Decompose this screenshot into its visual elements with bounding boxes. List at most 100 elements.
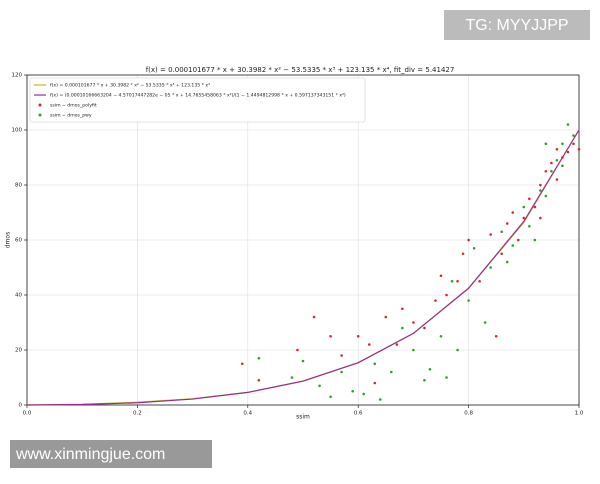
data-point: [494, 334, 498, 338]
data-point: [544, 142, 548, 146]
data-point: [555, 158, 559, 162]
data-point: [467, 238, 470, 242]
data-point: [456, 348, 459, 352]
data-point: [566, 123, 570, 126]
data-point: [329, 334, 332, 338]
watermark: www.xinmingjue.com: [15, 446, 165, 463]
data-point: [439, 334, 443, 338]
data-point: [539, 189, 542, 192]
data-point: [478, 279, 481, 283]
data-point: [522, 205, 526, 209]
data-point: [395, 343, 399, 346]
data-point: [312, 315, 316, 319]
x-tick-label: 0.6: [354, 411, 363, 417]
data-point: [528, 197, 531, 201]
data-point: [257, 378, 261, 382]
y-tick-label: 120: [12, 73, 23, 79]
data-point: [528, 224, 531, 228]
data-point: [500, 230, 504, 234]
y-tick-label: 40: [15, 293, 22, 299]
data-point: [340, 370, 343, 374]
data-point: [423, 326, 426, 330]
data-point: [566, 150, 570, 154]
data-point: [401, 307, 404, 311]
data-point: [445, 293, 448, 297]
data-point: [500, 252, 504, 256]
data-point: [483, 321, 487, 324]
x-tick-label: 1.0: [575, 411, 584, 417]
data-point: [561, 156, 564, 159]
data-point: [296, 348, 299, 352]
legend-swatch: [38, 113, 42, 117]
data-point: [384, 315, 388, 319]
data-point: [511, 211, 515, 214]
y-axis-label: dmos: [5, 232, 12, 248]
data-point: [340, 354, 343, 357]
data-point: [456, 279, 459, 283]
data-point: [445, 376, 448, 379]
x-tick-label: 0.0: [23, 411, 32, 417]
y-tick-label: 60: [15, 238, 22, 244]
legend-label: ssim − dmos_pwy: [50, 113, 92, 119]
legend-label: ssim − dmos_polyfit: [50, 103, 97, 109]
data-point: [489, 266, 492, 269]
data-point: [356, 334, 360, 338]
legend-box: [29, 77, 366, 123]
data-point: [505, 222, 509, 225]
data-point: [450, 279, 454, 283]
data-point: [378, 398, 382, 401]
data-point: [412, 321, 415, 324]
data-point: [367, 343, 371, 346]
data-point: [533, 205, 537, 209]
data-point: [434, 299, 437, 302]
data-point: [412, 348, 415, 352]
data-point: [461, 252, 465, 256]
data-point: [561, 142, 564, 146]
data-point: [439, 274, 443, 278]
y-tick-label: 80: [15, 183, 22, 189]
data-point: [423, 378, 426, 382]
data-point: [467, 299, 470, 302]
data-point: [539, 183, 542, 187]
fit-curve: [26, 129, 580, 406]
data-point: [550, 169, 553, 173]
data-point: [257, 356, 261, 360]
data-point: [572, 142, 575, 146]
data-point: [572, 134, 575, 137]
data-point: [428, 367, 432, 371]
data-point: [373, 362, 377, 366]
data-point: [522, 216, 526, 220]
data-point: [362, 392, 366, 396]
data-point: [301, 359, 305, 363]
data-point: [555, 147, 559, 151]
legend-label: f(x) = (0.00010166663204 − 4.57017447282…: [50, 93, 346, 99]
x-tick-label: 0.8: [464, 411, 473, 417]
legend-label: f(x) = 0.000101677 * x + 30.3982 * x² − …: [50, 83, 210, 89]
x-tick-label: 0.2: [133, 411, 142, 417]
watermark-box: [444, 10, 590, 40]
data-point: [390, 370, 393, 374]
data-point: [533, 238, 537, 242]
data-point: [505, 260, 509, 264]
watermark: TG: MYYJJPP: [465, 17, 568, 34]
data-point: [318, 384, 321, 388]
watermark-box: [10, 440, 212, 468]
data-point: [472, 246, 476, 250]
data-point: [516, 238, 520, 242]
data-point: [511, 244, 515, 247]
data-point: [290, 376, 294, 379]
data-point: [544, 169, 548, 173]
y-tick-label: 20: [15, 348, 22, 354]
data-point: [489, 233, 492, 236]
data-point: [401, 326, 404, 330]
data-point: [550, 161, 553, 165]
data-point: [539, 216, 542, 220]
plot-frame: [26, 74, 580, 406]
y-tick-label: 100: [12, 128, 23, 134]
chart-title: f(x) = 0.000101677 * x + 30.3982 * x² − …: [146, 66, 455, 74]
y-tick-label: 0: [19, 403, 23, 409]
data-point: [351, 389, 354, 393]
data-point: [555, 178, 559, 181]
data-point: [577, 147, 581, 151]
